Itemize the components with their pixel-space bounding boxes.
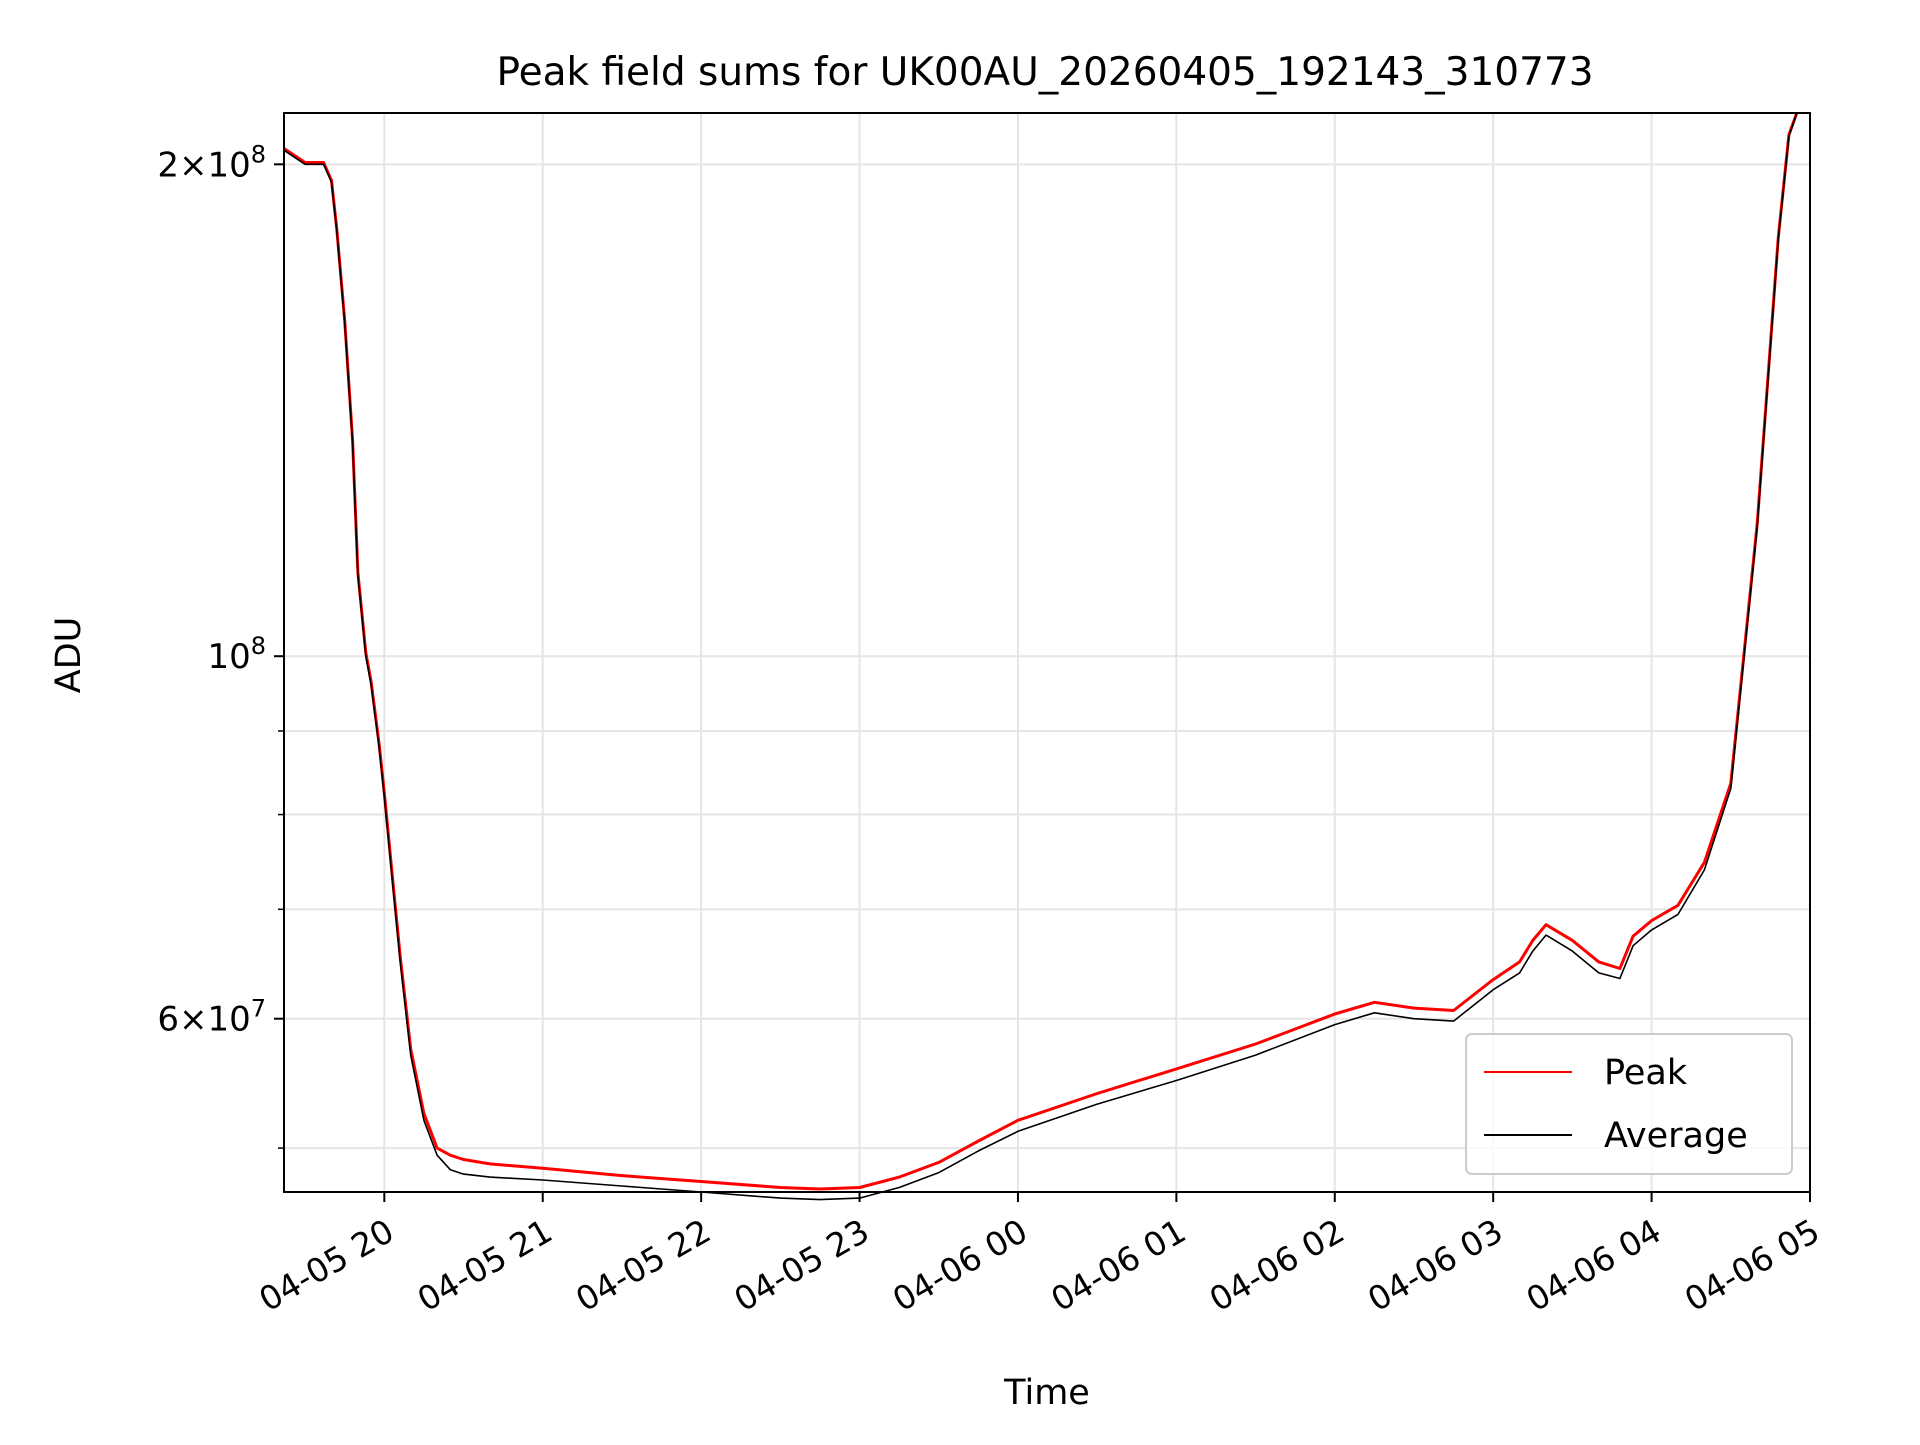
plot-frame [283, 112, 1811, 1193]
y-tick-label: 6×107 [157, 995, 266, 1040]
legend-box [1465, 1033, 1793, 1175]
y-tick-label: 2×108 [157, 140, 266, 185]
series-line-average [283, 112, 1798, 1201]
y-axis-label: ADU [49, 617, 89, 694]
x-axis-label: Time [1003, 1373, 1090, 1413]
legend-label-average: Average [1604, 1116, 1748, 1156]
legend-label-peak: Peak [1604, 1053, 1688, 1093]
y-tick-label: 108 [207, 632, 266, 677]
legend: Peak Average [1465, 1033, 1793, 1175]
series-group [283, 112, 1799, 1201]
chart-title: Peak field sums for UK00AU_20260405_1921… [496, 50, 1593, 95]
